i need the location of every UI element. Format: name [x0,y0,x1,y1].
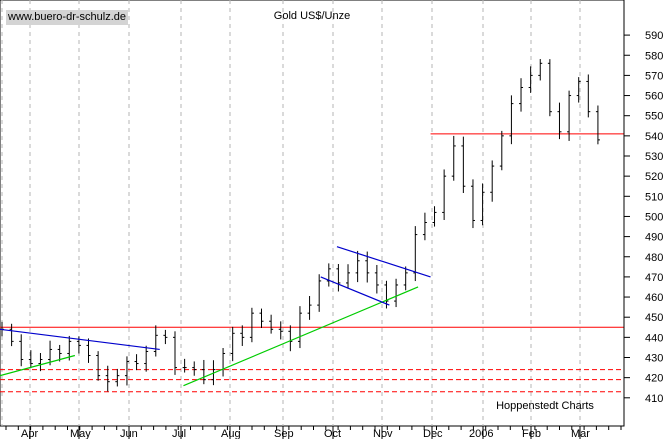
y-tick-label: 510 [645,191,663,203]
y-tick-label: 580 [645,50,663,62]
price-bars [0,59,600,392]
y-tick-label: 530 [645,151,663,163]
trend-line-green [183,286,419,387]
y-tick-label: 560 [645,91,663,103]
chart-credit: Hoppenstedt Charts [496,400,594,412]
y-tick-label: 420 [645,373,663,385]
trend-line-blue [0,328,160,351]
x-tick-label: Mar [571,428,590,439]
plot-frame [0,0,625,427]
y-tick-label: 450 [645,312,663,324]
y-tick-label: 490 [645,232,663,244]
y-tick-label: 410 [645,393,663,405]
y-tick-label: 570 [645,70,663,82]
y-tick-label: 590 [645,30,663,42]
source-label: www.buero-dr-schulz.de [6,10,128,25]
y-tick-label: 480 [645,252,663,264]
y-tick-label: 540 [645,131,663,143]
y-tick-label: 440 [645,332,663,344]
x-tick-label: May [70,428,91,439]
y-tick-label: 550 [645,111,663,123]
reference-lines [0,133,624,393]
trend-line-blue [336,246,431,278]
y-tick-label: 500 [645,211,663,223]
x-tick-label: Dec [423,428,443,439]
chart-title: Gold US$/Unze [274,10,350,22]
y-tick-label: 470 [645,272,663,284]
x-tick-label: Nov [373,428,393,439]
x-tick-label: 2006 [469,428,493,439]
x-tick-label: Sep [274,428,294,439]
trend-lines [0,246,431,387]
y-tick-label: 430 [645,353,663,365]
x-tick-label: Apr [21,428,38,439]
y-axis: 410 420 430 440 450 460 470 480 490 500 510 520 530 5… [623,0,663,426]
grid-lines [1,0,581,426]
x-tick-label: Jun [120,428,138,439]
x-tick-label: Oct [324,428,341,439]
x-tick-label: Jul [172,428,186,439]
trend-line-green [0,354,76,377]
x-axis: Apr May Jun Jul Aug Sep Oct Nov Dec 2006 Feb Mar [5,426,622,439]
y-tick-label: 460 [645,292,663,304]
y-tick-label: 520 [645,171,663,183]
trend-line-blue [320,276,390,306]
x-tick-label: Aug [221,428,241,439]
x-tick-label: Feb [522,428,541,439]
